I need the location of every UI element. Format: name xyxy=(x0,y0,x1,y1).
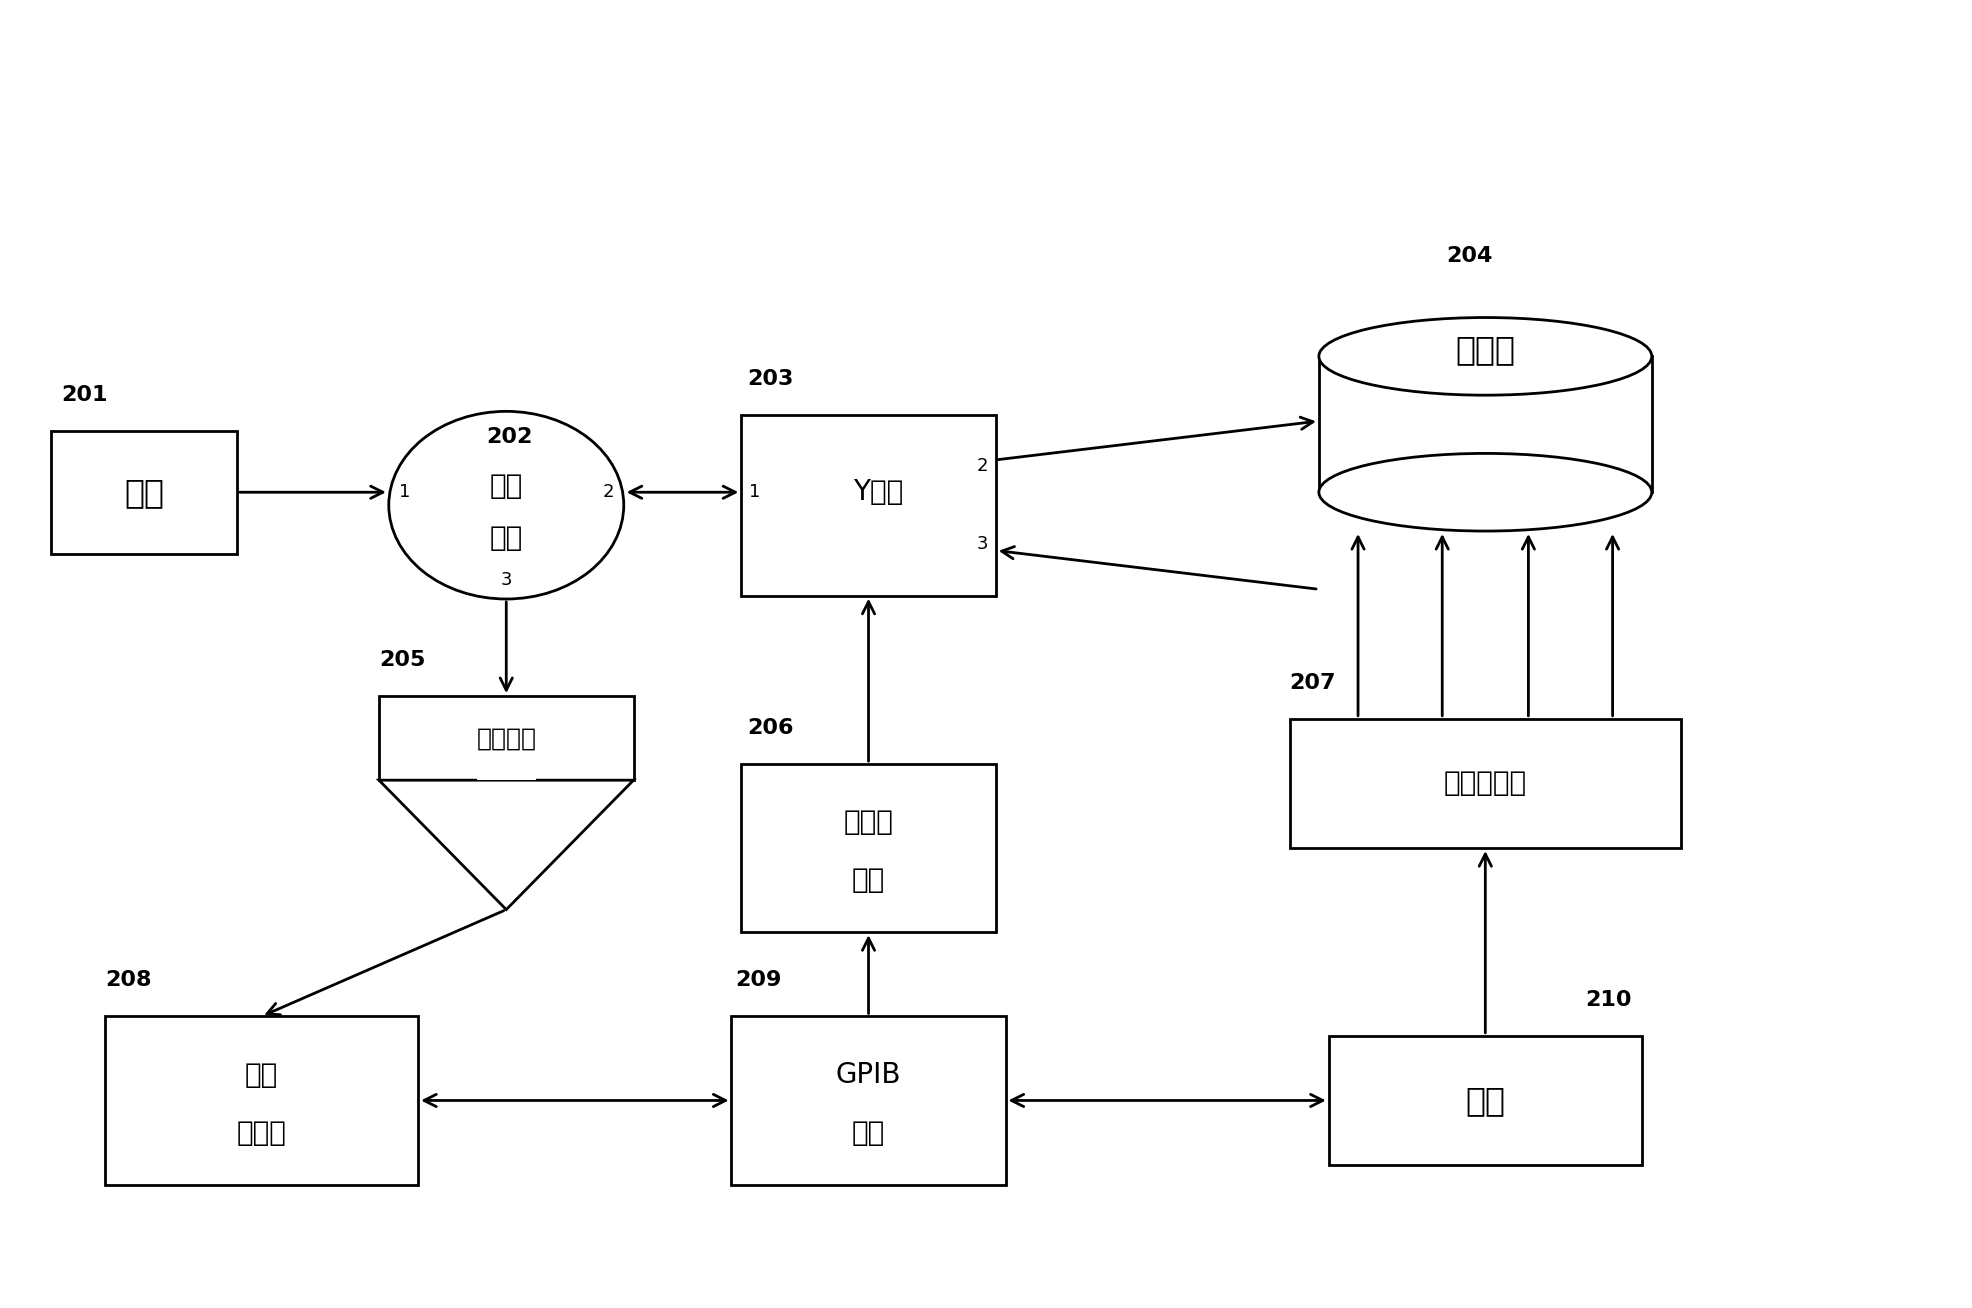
Text: 温度激励源: 温度激励源 xyxy=(1444,769,1526,798)
Text: 行器: 行器 xyxy=(489,523,523,552)
Text: 207: 207 xyxy=(1290,672,1335,693)
Text: 209: 209 xyxy=(736,971,781,990)
Text: 203: 203 xyxy=(747,369,793,388)
Polygon shape xyxy=(379,780,633,909)
Bar xyxy=(1329,1036,1643,1165)
Text: 光源: 光源 xyxy=(124,476,164,509)
Text: 1: 1 xyxy=(398,483,410,501)
Text: 端口: 端口 xyxy=(852,1118,885,1147)
Text: 3: 3 xyxy=(976,535,988,553)
Text: 210: 210 xyxy=(1585,990,1633,1010)
Text: 微机: 微机 xyxy=(1465,1084,1505,1117)
Text: 锁相: 锁相 xyxy=(245,1061,278,1088)
Text: 205: 205 xyxy=(379,650,426,670)
Text: 信号发: 信号发 xyxy=(844,808,893,836)
Text: GPIB: GPIB xyxy=(836,1061,901,1088)
Text: 光探测器: 光探测器 xyxy=(477,726,536,749)
Ellipse shape xyxy=(1319,454,1653,531)
Text: 201: 201 xyxy=(61,385,106,405)
Bar xyxy=(379,696,633,780)
Bar xyxy=(1319,356,1653,492)
Text: 3: 3 xyxy=(501,570,513,589)
Ellipse shape xyxy=(388,411,623,599)
Text: 206: 206 xyxy=(747,718,793,738)
Text: 1: 1 xyxy=(749,483,761,501)
Text: 2: 2 xyxy=(601,483,613,501)
Bar xyxy=(741,764,996,933)
Text: 光环: 光环 xyxy=(489,472,523,500)
Text: 208: 208 xyxy=(105,971,152,990)
Text: 2: 2 xyxy=(976,458,988,475)
Bar xyxy=(51,430,237,553)
Text: 生器: 生器 xyxy=(852,866,885,895)
Bar xyxy=(732,1016,1006,1185)
Text: Y波导: Y波导 xyxy=(854,479,903,506)
Bar xyxy=(105,1016,418,1185)
Ellipse shape xyxy=(1319,318,1653,395)
Text: 202: 202 xyxy=(487,426,532,447)
Bar xyxy=(741,415,996,595)
Text: 放大器: 放大器 xyxy=(237,1118,286,1147)
Text: 204: 204 xyxy=(1445,246,1493,266)
Bar xyxy=(1290,718,1680,848)
Text: 光纤环: 光纤环 xyxy=(1455,334,1514,366)
Bar xyxy=(477,770,536,780)
